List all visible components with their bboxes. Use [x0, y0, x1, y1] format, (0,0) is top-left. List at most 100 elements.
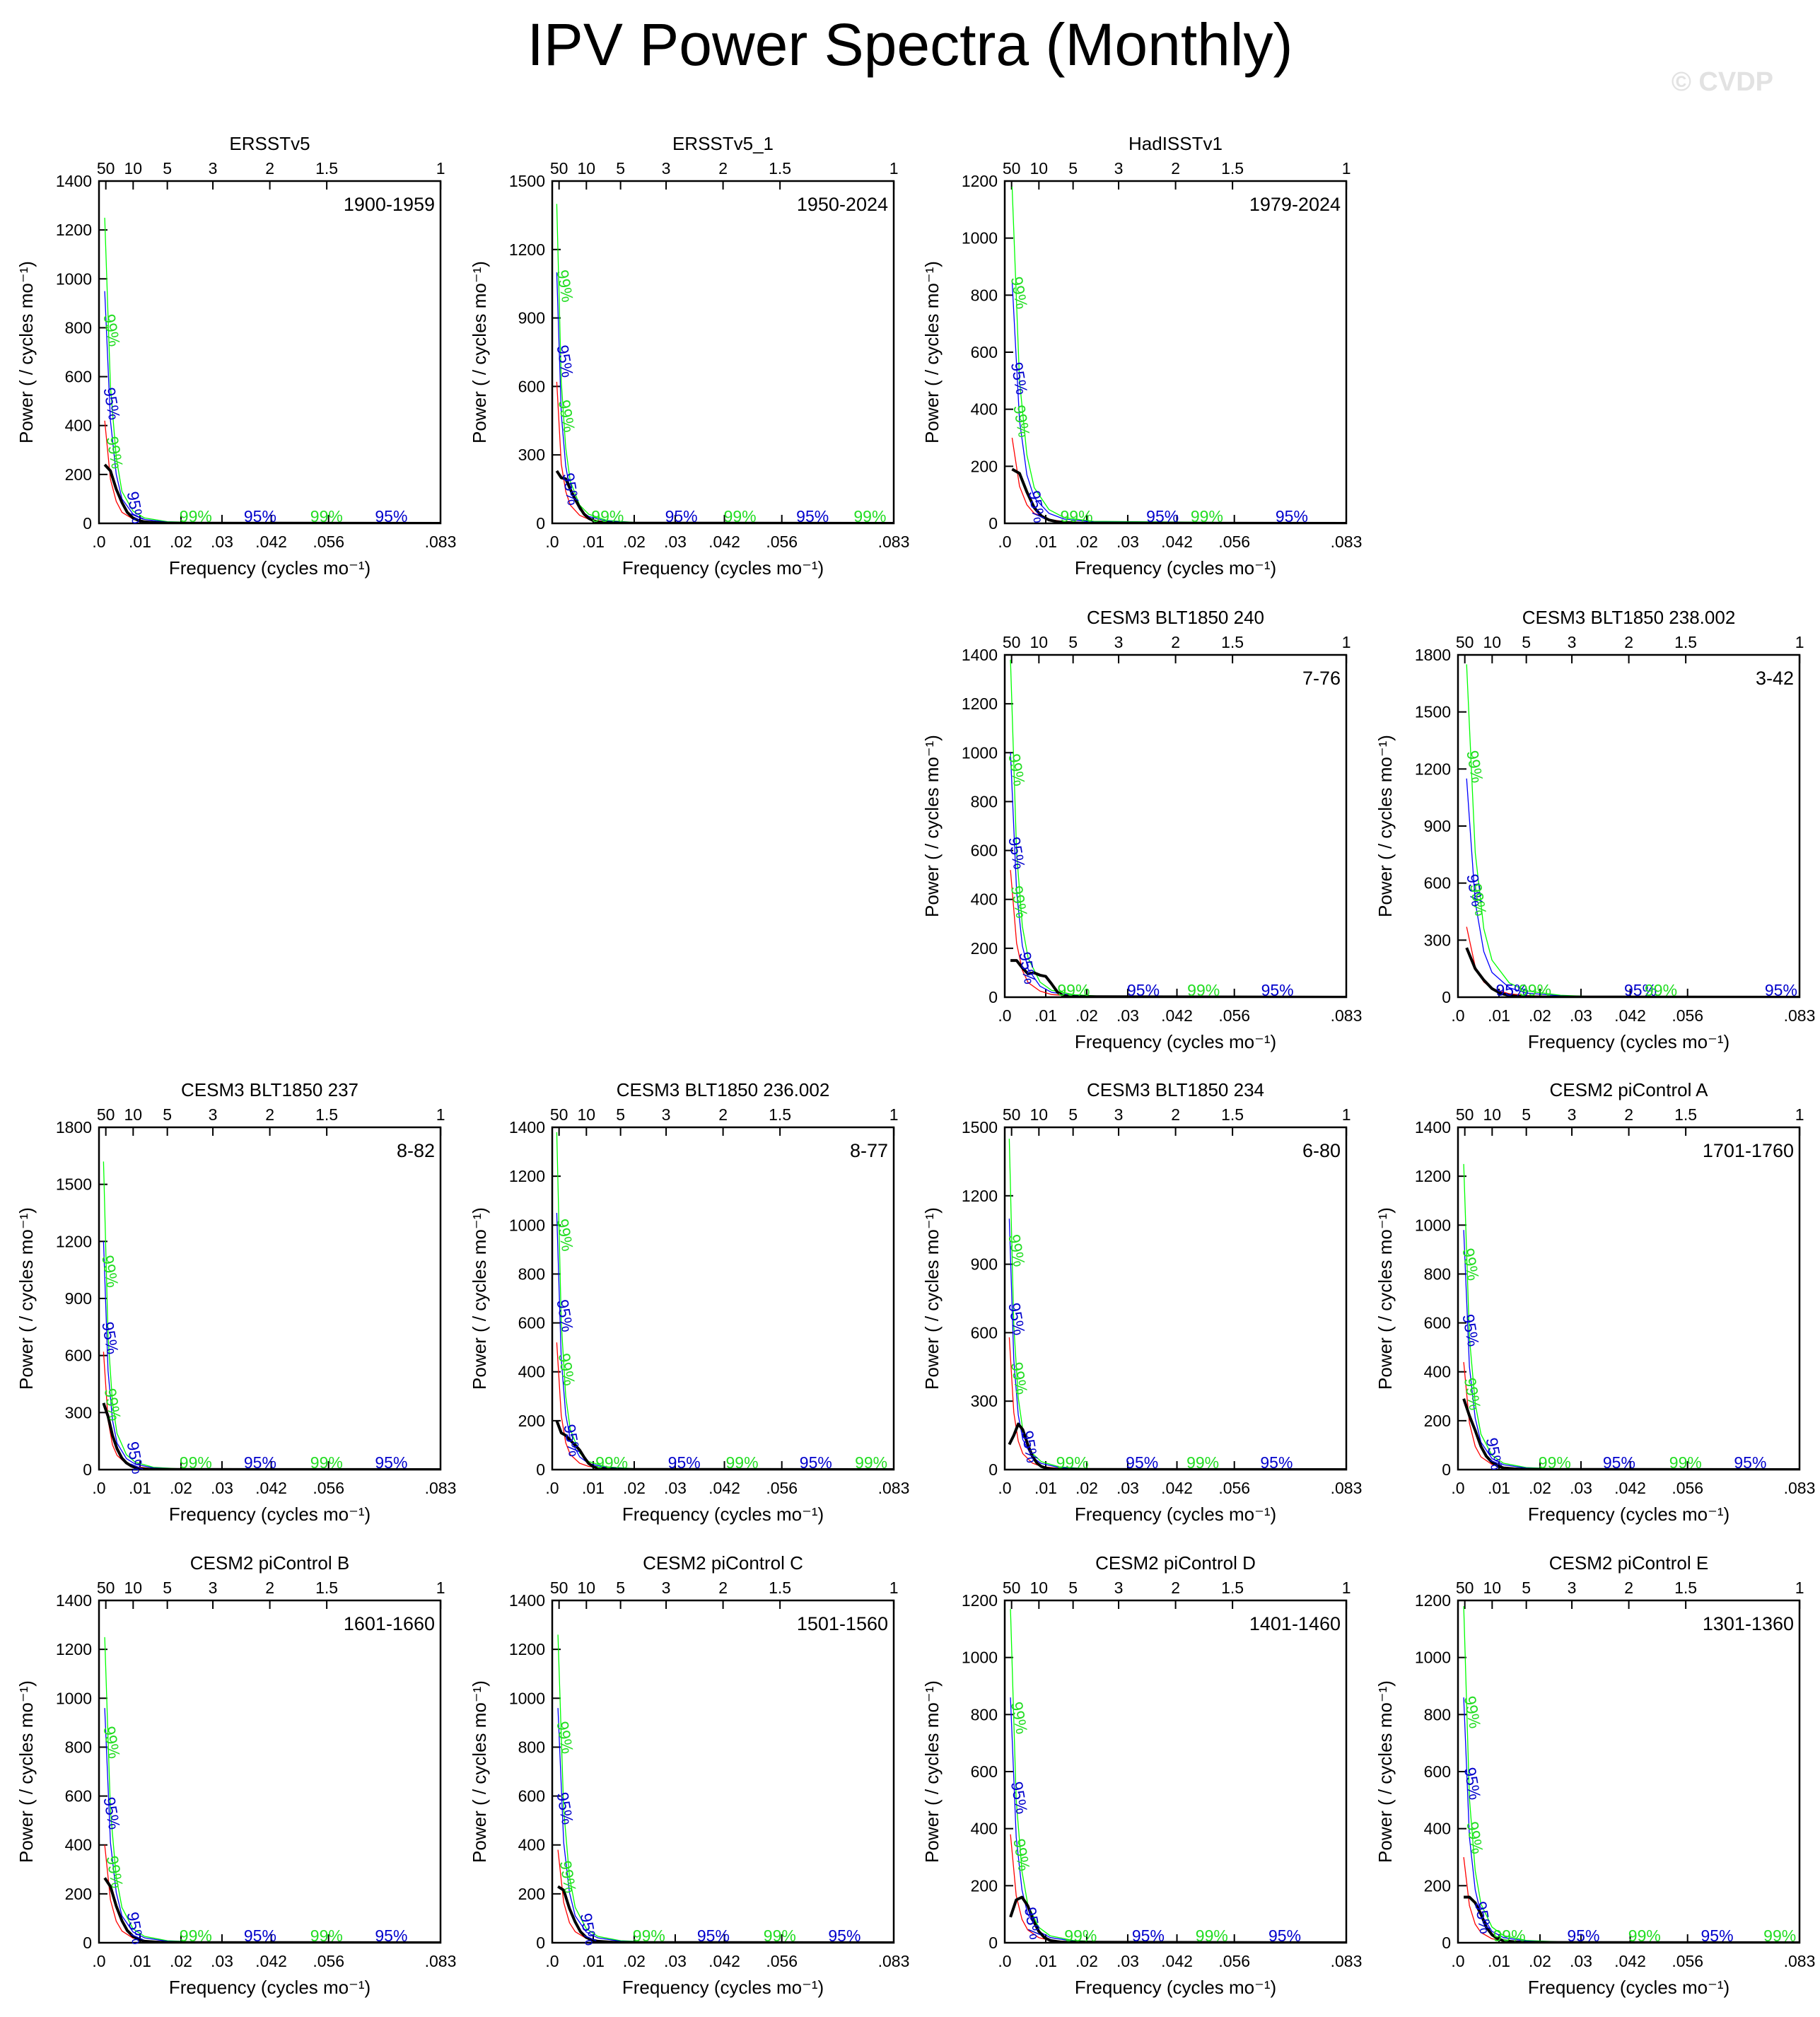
x-tick-label: .0	[998, 1006, 1011, 1025]
top-tick-label: 1.5	[1221, 633, 1244, 651]
red-noise-line	[556, 381, 894, 523]
top-tick-label: 2	[1624, 1105, 1633, 1124]
confidence-label-99: 99%	[1191, 507, 1223, 525]
x-tick-label: .02	[1075, 1006, 1098, 1025]
confidence-label-95: 95%	[1734, 1453, 1766, 1472]
x-tick-label: .03	[1570, 1006, 1592, 1025]
confidence-label-99: 99%	[100, 1725, 124, 1760]
x-tick-label: .0	[92, 1952, 105, 1970]
conf-99-line	[1466, 664, 1799, 997]
y-tick-label: 1800	[1415, 646, 1451, 664]
y-tick-label: 800	[518, 1265, 545, 1283]
plot-frame	[1003, 653, 1348, 999]
conf-99-line	[556, 1132, 894, 1470]
confidence-label-99: 99%	[1005, 752, 1029, 788]
y-tick-label: 1200	[962, 694, 998, 713]
x-axis-label: Frequency (cycles mo⁻¹)	[169, 1504, 371, 1525]
x-tick-label: .02	[623, 533, 646, 551]
y-tick-label: 800	[971, 792, 998, 810]
confidence-label-95: 95%	[1276, 507, 1308, 525]
plot-frame	[1457, 653, 1801, 999]
y-tick-label: 600	[65, 1347, 92, 1365]
confidence-label-95: 95%	[375, 507, 407, 525]
top-tick-label: 50	[550, 1105, 568, 1124]
conf-95-line	[104, 1708, 441, 1943]
confidence-label-99: 99%	[1010, 403, 1034, 438]
conf-95-line	[1463, 1697, 1799, 1943]
x-axis-label: Frequency (cycles mo⁻¹)	[1528, 1504, 1729, 1525]
confidence-label-95: 95%	[100, 1796, 124, 1831]
x-tick-label: .083	[878, 1479, 910, 1497]
confidence-label-99: 99%	[1060, 507, 1092, 525]
confidence-label-99: 99%	[724, 507, 757, 525]
x-tick-label: .056	[1218, 1006, 1250, 1025]
y-tick-label: 1200	[509, 1167, 545, 1185]
x-axis-label: Frequency (cycles mo⁻¹)	[622, 1504, 824, 1525]
x-tick-label: .042	[708, 1479, 740, 1497]
y-tick-label: 1500	[962, 1118, 998, 1137]
x-tick-label: .083	[1784, 1006, 1816, 1025]
top-tick-label: 50	[1003, 633, 1021, 651]
top-tick-label: 1	[1342, 633, 1351, 651]
confidence-label-95: 95%	[1015, 951, 1039, 986]
x-tick-label: .0	[1451, 1006, 1464, 1025]
conf-99-line	[1011, 187, 1346, 523]
x-tick-label: .083	[1784, 1952, 1816, 1970]
plot-frame	[1003, 1599, 1348, 1944]
plot-frame	[1003, 180, 1348, 525]
x-tick-label: .056	[313, 1952, 344, 1970]
confidence-label-95: 95%	[553, 1298, 577, 1333]
confidence-label-99: 99%	[1463, 1820, 1487, 1855]
top-tick-label: 1	[1342, 1105, 1351, 1124]
x-tick-label: .042	[708, 1952, 740, 1970]
x-tick-label: .042	[255, 1479, 287, 1497]
confidence-label-95: 95%	[560, 1423, 584, 1458]
top-tick-label: 3	[1114, 633, 1124, 651]
conf-99-line	[1010, 1609, 1346, 1943]
cvdp-watermark: © CVDP	[1671, 67, 1773, 97]
confidence-label-95: 95%	[1018, 1429, 1042, 1465]
x-tick-label: .056	[313, 533, 344, 551]
x-tick-label: .042	[1161, 533, 1193, 551]
y-tick-label: 200	[971, 939, 998, 958]
top-tick-label: 1.5	[1674, 633, 1697, 651]
confidence-label-99: 99%	[1057, 981, 1090, 999]
y-tick-label: 400	[971, 890, 998, 909]
y-tick-label: 0	[536, 1460, 545, 1479]
x-tick-label: .042	[1161, 1479, 1193, 1497]
confidence-label-99: 99%	[310, 507, 343, 525]
x-tick-label: .01	[582, 1952, 605, 1970]
spectrum-line	[103, 1877, 441, 1943]
y-tick-label: 0	[1442, 1460, 1451, 1479]
top-tick-label: 5	[1068, 159, 1078, 178]
plot-frame	[551, 1599, 895, 1944]
conf-95-line	[557, 1708, 894, 1943]
top-tick-label: 10	[578, 1579, 596, 1597]
top-tick-label: 10	[1030, 1105, 1049, 1124]
x-tick-label: .03	[211, 1479, 233, 1497]
top-tick-label: 2	[1171, 1579, 1180, 1597]
x-tick-label: .083	[425, 1479, 457, 1497]
x-tick-label: .02	[170, 1479, 192, 1497]
confidence-label-95: 95%	[796, 507, 829, 525]
confidence-label-95: 95%	[1021, 1905, 1045, 1941]
confidence-label-95: 95%	[244, 507, 276, 525]
confidence-label-99: 99%	[725, 1453, 758, 1472]
x-tick-label: .02	[623, 1479, 646, 1497]
panel-title: HadISSTv1	[1128, 133, 1223, 154]
confidence-label-95: 95%	[1005, 835, 1029, 871]
y-axis-label: Power ( / cycles mo⁻¹)	[921, 1207, 943, 1390]
conf-99-line	[1463, 1163, 1799, 1470]
confidence-label-95: 95%	[1126, 1453, 1158, 1472]
confidence-label-95: 95%	[1495, 981, 1528, 999]
y-tick-label: 900	[971, 1255, 998, 1274]
top-tick-label: 1.5	[1221, 1105, 1244, 1124]
confidence-label-95: 95%	[1603, 1453, 1635, 1472]
y-tick-label: 400	[1424, 1363, 1451, 1381]
confidence-label-95: 95%	[1008, 361, 1032, 396]
y-tick-label: 0	[988, 1460, 998, 1479]
x-tick-label: .01	[1488, 1006, 1510, 1025]
y-tick-label: 0	[83, 1460, 92, 1479]
confidence-label-99: 99%	[1669, 1453, 1702, 1472]
